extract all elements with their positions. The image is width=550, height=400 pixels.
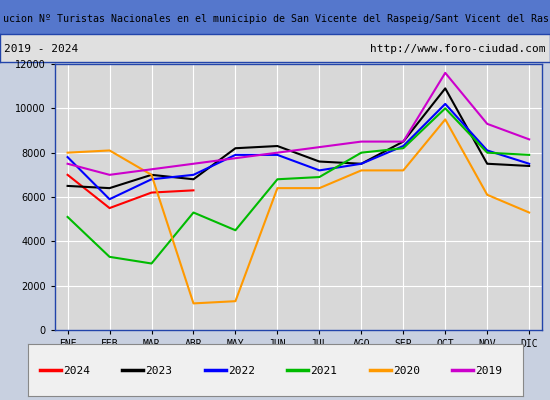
- Text: 2020: 2020: [393, 366, 420, 376]
- Text: 2023: 2023: [145, 366, 173, 376]
- Text: 2024: 2024: [63, 366, 90, 376]
- Text: http://www.foro-ciudad.com: http://www.foro-ciudad.com: [370, 44, 546, 54]
- Text: 2022: 2022: [228, 366, 255, 376]
- Text: 2021: 2021: [310, 366, 338, 376]
- Text: 2019: 2019: [475, 366, 503, 376]
- Text: ucion Nº Turistas Nacionales en el municipio de San Vicente del Raspeig/Sant Vic: ucion Nº Turistas Nacionales en el munic…: [3, 14, 549, 24]
- Text: 2019 - 2024: 2019 - 2024: [4, 44, 79, 54]
